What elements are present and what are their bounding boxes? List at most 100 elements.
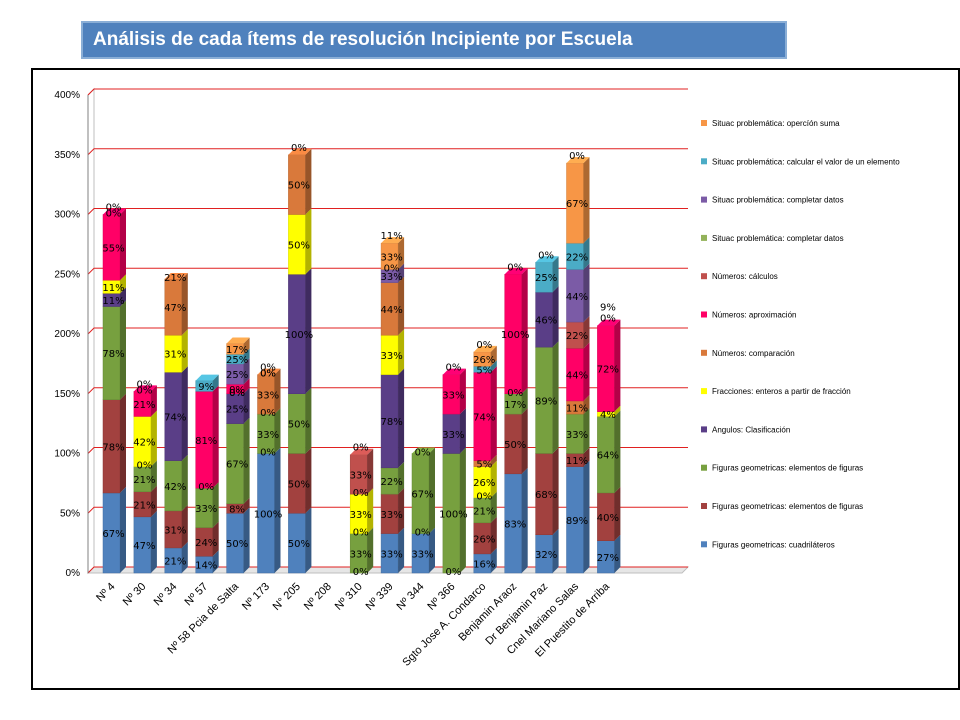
legend-swatch <box>701 388 707 395</box>
segment-data-label: 21% <box>133 400 155 411</box>
segment-data-label: 78% <box>102 349 124 360</box>
bar-segment-side <box>150 485 157 517</box>
bar-segment-side <box>243 357 250 385</box>
segment-data-label: 22% <box>566 252 588 263</box>
bar-segment-side <box>367 488 374 534</box>
x-category-label: Nº 173 <box>240 581 272 613</box>
bar-segment-side <box>521 268 528 394</box>
segment-data-label: 33% <box>442 390 464 401</box>
segment-data-label: 89% <box>566 516 588 527</box>
legend-swatch <box>701 349 707 356</box>
bar-segment-side <box>243 387 250 424</box>
segment-data-label: 24% <box>195 538 217 549</box>
segment-data-label: 0% <box>229 388 245 399</box>
bar-top-face <box>535 256 559 263</box>
bar-segment-side <box>490 360 497 373</box>
legend-entry: Situac problemática: calcular el valor d… <box>712 157 900 166</box>
bar-segment-side <box>120 274 126 294</box>
segment-data-label: 33% <box>380 549 402 560</box>
extra-data-label: 0% <box>260 363 276 374</box>
bar-segment-side <box>490 366 497 461</box>
bar-segment-side <box>552 528 559 573</box>
bar-segment-side <box>150 385 157 417</box>
bar-segment-side <box>583 316 590 349</box>
bar-segment-side <box>552 447 559 535</box>
extra-data-label: 0% <box>291 143 307 154</box>
bar-segment-side <box>150 510 157 573</box>
legend-swatch <box>701 541 707 548</box>
segment-data-label: 0% <box>198 482 214 493</box>
bar-segment-side <box>490 460 497 498</box>
segment-data-label: 5% <box>476 460 492 471</box>
segment-data-label: 0% <box>445 567 461 578</box>
y-tick-label: 50% <box>60 508 80 519</box>
bar-segment-side <box>243 497 250 514</box>
gridline <box>87 208 688 215</box>
segment-data-label: 0% <box>136 461 152 472</box>
chart-frame: 0% 50% 100% 150% 200% 250% 300% 350% 400% 67% 78% 7… <box>31 68 960 690</box>
bar-segment-side <box>459 447 466 573</box>
segment-data-label: 31% <box>164 350 186 361</box>
bar-segment-side <box>614 486 621 541</box>
segment-data-label: 0% <box>384 263 400 274</box>
bar-segment-side <box>583 394 590 415</box>
bar-segment-side <box>398 488 405 534</box>
bar-segment-side <box>398 276 405 336</box>
bar-segment-side <box>552 341 559 454</box>
bar-segment-side <box>521 387 528 415</box>
segment-data-label: 44% <box>566 371 588 382</box>
extra-data-label: 0% <box>538 250 554 261</box>
segment-data-label: 33% <box>350 549 372 560</box>
segment-data-label: 78% <box>102 442 124 453</box>
bar-top-face <box>442 368 466 375</box>
chart-title: Análisis de cada ítems de resolución Inc… <box>93 29 633 50</box>
legend-swatch <box>701 196 707 203</box>
extra-data-label: 9% <box>600 303 616 314</box>
segment-data-label: 50% <box>288 240 310 251</box>
y-tick-label: 0% <box>66 568 81 579</box>
extra-data-label: 0% <box>569 151 585 162</box>
extra-data-label: 0% <box>445 363 461 374</box>
segment-data-label: 0% <box>353 528 369 539</box>
bar-top-face <box>257 368 281 375</box>
segment-data-label: 0% <box>260 369 276 380</box>
legend-entry: Situac problemática: opercíón suma <box>712 119 840 128</box>
segment-data-label: 26% <box>473 355 495 366</box>
gridline <box>87 267 688 275</box>
bar-segment-side <box>212 385 219 489</box>
bar-top-face <box>133 385 157 392</box>
segment-data-label: 26% <box>473 478 495 489</box>
segment-data-label: 47% <box>133 541 155 552</box>
legend-entry: Figuras geometricas: cuadriláteros <box>712 540 835 549</box>
bar-segment-side <box>552 256 559 293</box>
bar-segment-side <box>120 300 126 400</box>
bar-segment-side <box>583 237 590 270</box>
bar-segment-side <box>614 405 621 417</box>
segment-data-label: 33% <box>350 510 372 521</box>
legend-entry: Situac problemática: completar datos <box>712 234 844 243</box>
y-tick-label: 350% <box>54 150 80 161</box>
segment-data-label: 42% <box>133 438 155 449</box>
bar-top-face <box>412 447 435 454</box>
legend-entry: Fracciones: enteros a partir de fracción <box>712 387 851 396</box>
legend-swatch <box>701 311 707 318</box>
segment-data-label: 21% <box>164 273 186 284</box>
extra-data-label: 0% <box>106 203 122 214</box>
bar-segment-side <box>212 521 219 557</box>
segment-data-label: 8% <box>229 504 245 515</box>
segment-data-label: 31% <box>164 525 186 536</box>
segment-data-label: 67% <box>226 460 248 471</box>
segment-data-label: 33% <box>380 252 402 263</box>
segment-data-label: 11% <box>566 456 588 467</box>
title-banner: Análisis de cada ítems de resolución Inc… <box>81 21 787 59</box>
y-tick-label: 300% <box>54 210 80 221</box>
segment-data-label: 0% <box>260 408 276 419</box>
bar-segment-side <box>583 342 590 401</box>
bar-segment-side <box>120 393 126 493</box>
extra-data-label: 11% <box>380 231 402 242</box>
y-tick-label: 250% <box>54 269 80 280</box>
segment-data-label: 72% <box>597 365 619 376</box>
segment-data-label: 16% <box>473 559 495 570</box>
x-category-label: N° 205 <box>271 581 303 613</box>
bar-segment-side <box>429 447 435 534</box>
